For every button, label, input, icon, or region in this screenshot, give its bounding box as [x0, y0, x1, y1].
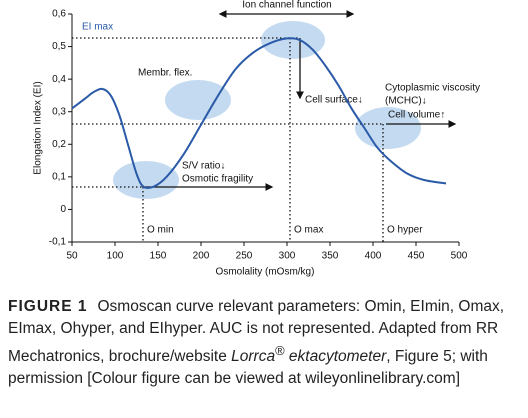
- x-tick-label: 350: [322, 251, 339, 262]
- caption-sup: ®: [275, 343, 285, 358]
- caption: FIGURE 1 Osmoscan curve relevant paramete…: [8, 296, 520, 390]
- chart: Ion channel function EI max Membr. flex.…: [33, 0, 480, 278]
- caption-text: Osmoscan curve relevant parameters: Omin…: [8, 298, 505, 366]
- annotation: Membr. flex.: [138, 68, 192, 79]
- x-tick-label: 400: [365, 251, 382, 262]
- annotation: Osmotic fragility: [182, 174, 253, 185]
- curve: [71, 37, 447, 190]
- annotation: Cytoplasmic viscosity: [385, 83, 480, 94]
- caption-italic: Lorrca: [231, 348, 276, 366]
- x-tick-label: 300: [279, 251, 296, 262]
- caption-text: , Figure 5; with permission [Colour figu…: [8, 348, 488, 388]
- x-tick-label: 100: [107, 251, 124, 262]
- chart-title: Ion channel function: [242, 0, 332, 11]
- guides: [72, 10, 457, 242]
- caption-italic: ektacytometer: [284, 348, 387, 366]
- annotation: O min: [147, 225, 174, 236]
- y-tick-label: 0,2: [52, 139, 66, 150]
- annotation: O max: [294, 225, 323, 236]
- y-tick-label: 0,1: [52, 171, 66, 182]
- y-tick-label: 0,4: [52, 74, 66, 85]
- highlight: [261, 21, 325, 59]
- x-tick-label: 150: [150, 251, 167, 262]
- y-tick-label: -0,1: [49, 237, 67, 248]
- x-tick-label: 500: [451, 251, 468, 262]
- y-tick-label: 0: [60, 204, 66, 215]
- x-tick-label: 50: [66, 251, 78, 262]
- highlight: [113, 161, 179, 199]
- annotation: O hyper: [387, 225, 423, 236]
- x-tick-label: 250: [236, 251, 253, 262]
- caption-label: FIGURE 1: [8, 298, 88, 315]
- annotation: (MCHC)↓: [385, 96, 427, 107]
- annotation: Cell volume↑: [388, 110, 445, 121]
- x-tick-label: 450: [408, 251, 425, 262]
- annotation: Cell surface↓: [305, 95, 363, 106]
- x-axis-title: Osmolality (mOsm/kg): [216, 267, 315, 278]
- annotation: S/V ratio↓: [182, 161, 225, 172]
- y-tick-label: 0,6: [52, 9, 66, 20]
- y-axis-title: Elongation Index (EI): [33, 81, 44, 174]
- y-tick-label: 0,3: [52, 106, 66, 117]
- highlights: [113, 21, 421, 199]
- annotation: EI max: [82, 22, 113, 33]
- y-tick-label: 0,5: [52, 41, 66, 52]
- highlight: [165, 80, 231, 120]
- x-tick-label: 200: [193, 251, 210, 262]
